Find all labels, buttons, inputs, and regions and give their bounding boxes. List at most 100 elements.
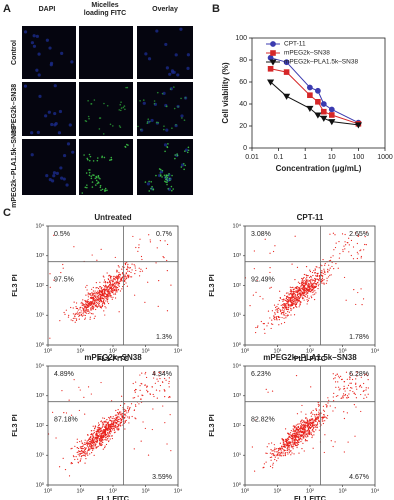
event-dot — [98, 292, 100, 295]
event-dot — [310, 285, 312, 287]
event-dot — [285, 445, 287, 447]
event-dot — [262, 323, 264, 325]
fitc-signal — [97, 182, 100, 184]
event-dot — [295, 302, 297, 304]
event-dot — [315, 429, 317, 431]
y-axis-label: FL3 PI — [207, 414, 216, 437]
series-line — [270, 57, 359, 124]
event-dot — [81, 301, 83, 303]
event-dot — [346, 378, 348, 380]
event-dot — [86, 452, 88, 454]
event-dot — [346, 397, 348, 399]
event-dot — [309, 286, 311, 288]
event-dot — [315, 408, 317, 410]
fitc-signal — [94, 177, 97, 180]
event-dot — [111, 281, 113, 283]
event-dot — [97, 445, 99, 447]
event-dot — [90, 445, 93, 447]
event-dot — [278, 324, 280, 326]
event-dot — [302, 433, 304, 436]
event-dot — [286, 302, 288, 305]
y-tick-label: 10⁰ — [233, 341, 242, 348]
event-dot — [108, 281, 111, 283]
event-dot — [89, 453, 91, 455]
event-dot — [101, 433, 103, 435]
event-dot — [79, 451, 82, 453]
panel-label: C — [3, 207, 11, 219]
event-dot — [292, 429, 295, 431]
event-dot — [104, 427, 107, 429]
event-dot — [318, 267, 320, 269]
event-dot — [97, 305, 99, 307]
fitc-signal — [126, 143, 128, 146]
event-dot — [120, 279, 122, 281]
fitc-signal — [147, 118, 150, 121]
fitc-signal — [163, 125, 165, 127]
event-dot — [304, 435, 306, 438]
micrograph — [79, 139, 133, 195]
event-dot — [301, 435, 303, 438]
event-dot — [278, 319, 280, 321]
event-dot — [306, 287, 308, 289]
event-dot — [348, 393, 350, 395]
nucleus — [55, 171, 59, 175]
event-dot — [59, 320, 61, 322]
event-dot — [308, 297, 310, 299]
event-dot — [87, 312, 89, 315]
fitc-signal — [158, 168, 161, 170]
event-dot — [101, 443, 103, 446]
fitc-signal — [91, 181, 94, 183]
event-dot — [277, 309, 279, 311]
event-dot — [84, 300, 87, 302]
event-dot — [90, 440, 92, 442]
event-dot — [306, 422, 308, 424]
event-dot — [117, 415, 119, 417]
event-dot — [102, 425, 104, 427]
event-dot — [83, 443, 85, 445]
event-dot — [105, 295, 108, 297]
event-dot — [272, 323, 274, 325]
fitc-signal — [137, 125, 139, 128]
event-dot — [107, 426, 109, 428]
event-dot — [318, 409, 320, 411]
event-dot — [92, 290, 94, 292]
event-dot — [128, 422, 130, 424]
event-dot — [295, 288, 297, 290]
event-dot — [92, 435, 94, 437]
fitc-signal — [169, 88, 172, 90]
event-dot — [104, 439, 106, 441]
event-dot — [283, 317, 285, 319]
event-dot — [305, 287, 307, 290]
event-dot — [297, 281, 300, 283]
event-dot — [281, 304, 284, 306]
marker — [269, 59, 277, 66]
event-dot — [310, 419, 312, 422]
event-dot — [108, 416, 110, 419]
event-dot — [88, 302, 90, 305]
event-dot — [286, 298, 289, 301]
event-dot — [108, 431, 111, 433]
event-dot — [363, 397, 365, 400]
event-dot — [116, 416, 118, 418]
event-dot — [164, 422, 166, 424]
event-dot — [87, 442, 89, 444]
event-dot — [342, 250, 344, 253]
fitc-signal — [165, 181, 167, 183]
event-dot — [101, 444, 103, 447]
event-dot — [323, 283, 325, 285]
event-dot — [92, 302, 94, 305]
event-dot — [144, 373, 146, 375]
fitc-signal — [94, 184, 97, 186]
event-dot — [92, 433, 94, 435]
micrograph — [79, 82, 133, 136]
event-dot — [291, 293, 293, 295]
fitc-signal — [165, 178, 167, 181]
fitc-signal — [169, 179, 171, 182]
event-dot — [53, 279, 55, 281]
event-dot — [83, 449, 86, 451]
event-dot — [86, 303, 88, 306]
event-dot — [103, 310, 105, 312]
event-dot — [268, 443, 270, 445]
event-dot — [343, 381, 345, 383]
event-dot — [311, 278, 313, 280]
